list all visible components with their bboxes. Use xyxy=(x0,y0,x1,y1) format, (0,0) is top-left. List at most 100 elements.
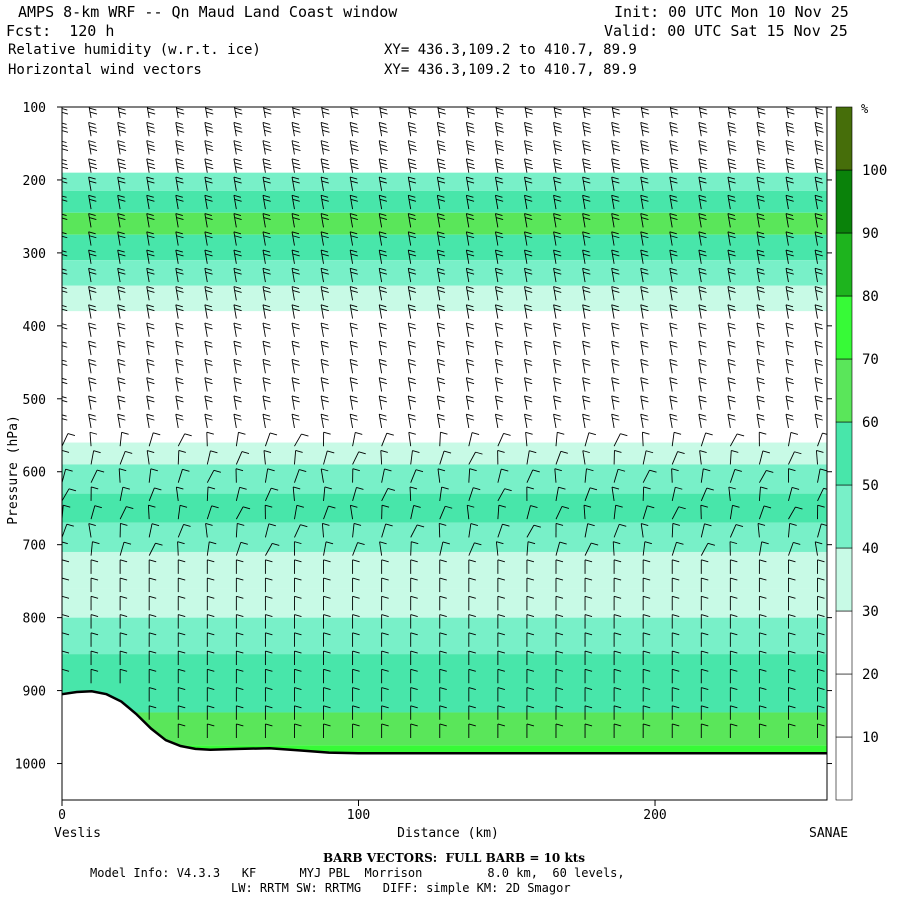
wind-barb xyxy=(264,723,273,738)
wind-barb xyxy=(640,304,649,319)
barb-feather xyxy=(323,577,331,581)
barb-shaft xyxy=(206,505,213,520)
barb-feather xyxy=(439,632,447,636)
x-tick-label: 0 xyxy=(58,808,66,823)
barb-shaft xyxy=(119,432,123,447)
barb-feather xyxy=(88,267,96,271)
wind-barb xyxy=(378,213,388,228)
wind-barb xyxy=(294,723,302,738)
wind-barb xyxy=(88,523,96,538)
barb-feather xyxy=(466,249,474,253)
barb-feather xyxy=(62,162,68,166)
barb-shaft xyxy=(291,268,295,283)
barb-feather xyxy=(468,723,476,727)
wind-barb xyxy=(613,577,622,593)
barb-shaft xyxy=(524,341,528,356)
barb-feather xyxy=(408,140,416,144)
barb-feather xyxy=(669,395,677,399)
barb-feather xyxy=(237,522,245,526)
barb-shaft xyxy=(88,341,92,356)
wind-barb xyxy=(758,559,767,574)
wind-barb xyxy=(90,469,105,483)
wind-barb xyxy=(698,140,708,155)
barb-feather xyxy=(291,249,300,253)
barb-feather xyxy=(641,198,649,202)
barb-feather xyxy=(555,614,564,618)
wind-barb xyxy=(206,577,215,593)
wind-barb xyxy=(349,286,358,301)
wind-barb xyxy=(611,158,621,173)
barb-feather xyxy=(205,362,213,366)
wind-barb xyxy=(352,650,360,666)
wind-barb xyxy=(323,577,331,593)
barb-feather xyxy=(350,377,358,381)
wind-barb xyxy=(410,723,418,738)
wind-barb xyxy=(410,687,418,702)
barb-shaft xyxy=(554,468,557,483)
barb-feather xyxy=(146,267,154,271)
wind-barb xyxy=(700,595,709,611)
wind-barb xyxy=(320,359,329,374)
barb-shaft xyxy=(756,341,760,356)
barb-shaft xyxy=(788,487,793,502)
wind-barb xyxy=(175,377,184,392)
wind-barb xyxy=(671,687,680,702)
barb-feather xyxy=(815,362,823,366)
barb-feather xyxy=(466,286,474,289)
wind-barb xyxy=(729,577,738,593)
wind-barb xyxy=(235,559,244,574)
barb-feather xyxy=(466,217,475,220)
wind-barb xyxy=(727,267,736,283)
wind-barb xyxy=(263,107,272,119)
wind-barb xyxy=(582,249,591,264)
barb-feather xyxy=(495,104,502,106)
barb-feather xyxy=(207,486,216,490)
wind-barb xyxy=(148,650,157,666)
barb-feather xyxy=(728,308,736,312)
barb-feather xyxy=(292,308,300,312)
wind-barb xyxy=(553,377,562,392)
wind-barb xyxy=(524,249,533,264)
barb-feather xyxy=(678,506,686,510)
wind-barb xyxy=(699,450,707,465)
barb-shaft xyxy=(320,140,324,155)
wind-barb xyxy=(381,595,389,611)
wind-barb xyxy=(119,506,134,520)
barb-feather xyxy=(147,271,155,275)
wind-barb xyxy=(582,304,591,319)
wind-barb xyxy=(378,377,388,392)
wind-barb xyxy=(349,121,359,137)
barb-feather xyxy=(234,180,242,184)
wind-barb xyxy=(204,340,213,356)
barb-feather xyxy=(233,340,242,344)
barb-feather xyxy=(149,577,157,581)
barb-shaft xyxy=(436,195,441,210)
barb-feather xyxy=(62,272,68,275)
barb-shaft xyxy=(611,377,615,392)
barb-shaft xyxy=(553,177,557,191)
barb-feather xyxy=(785,140,794,144)
wind-barb xyxy=(233,158,243,173)
barb-feather xyxy=(525,166,534,170)
barb-feather xyxy=(263,308,271,312)
barb-feather xyxy=(757,144,765,148)
barb-feather xyxy=(786,417,794,421)
barb-feather xyxy=(299,469,307,472)
wind-barb xyxy=(294,524,308,538)
wind-barb xyxy=(146,176,155,191)
wind-barb xyxy=(555,486,566,501)
barb-feather xyxy=(62,268,67,271)
barb-feather xyxy=(526,577,535,581)
barb-feather xyxy=(727,413,736,417)
barb-feather xyxy=(466,235,475,239)
barb-feather xyxy=(786,253,794,257)
wind-barb xyxy=(641,431,650,447)
wind-barb xyxy=(553,322,562,337)
wind-barb xyxy=(788,668,796,684)
barb-feather xyxy=(582,249,590,253)
wind-barb xyxy=(700,705,709,720)
wind-barb xyxy=(526,650,535,666)
barb-feather xyxy=(410,723,418,727)
barb-feather xyxy=(176,198,184,202)
barb-feather xyxy=(641,417,649,421)
